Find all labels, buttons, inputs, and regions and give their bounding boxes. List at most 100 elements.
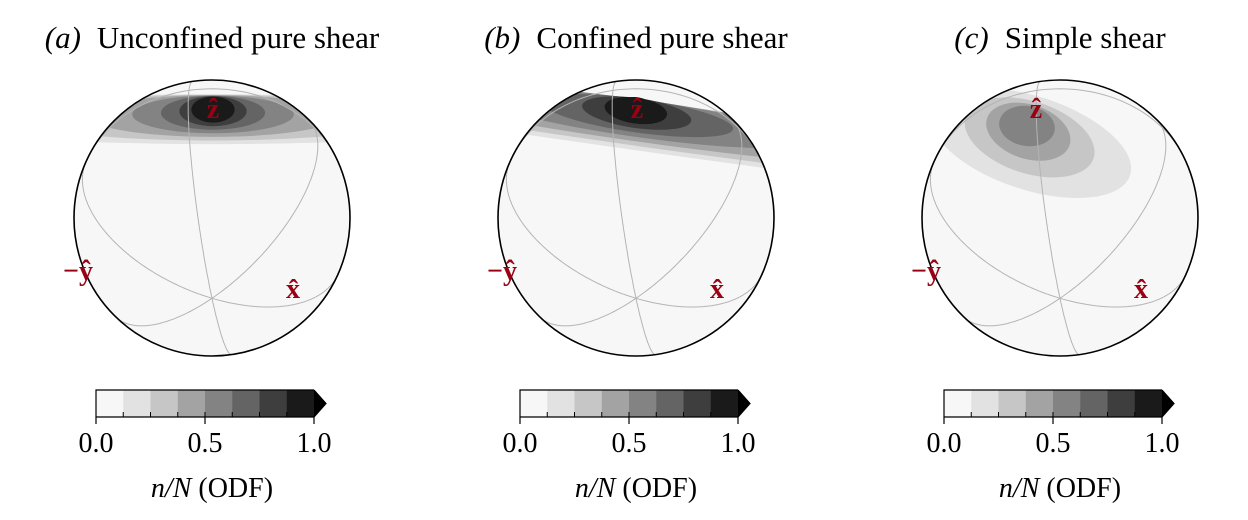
odf-contour-level: [617, 96, 653, 120]
sphere-grid: [81, 80, 339, 356]
colorbar-segment: [683, 390, 712, 417]
colorbar: [519, 389, 751, 424]
colorbar-segment: [1107, 390, 1136, 417]
latitude-line: [510, 88, 762, 161]
panel-b: (b) Confined pure shear ẑ −ŷ x̂ 0.0 0.5 1.0…: [424, 0, 848, 520]
colorbar-label-text: n/N (ODF): [574, 473, 698, 504]
axis-label-y: −ŷ: [487, 256, 517, 287]
latitude-line: [934, 88, 1186, 161]
panel-title-text: Unconfined pure shear: [96, 20, 380, 55]
colorbar-tick-label: 0.0: [502, 428, 538, 459]
panel-a: (a) Unconfined pure shear ẑ −ŷ x̂ 0.0 0.5 1…: [0, 0, 424, 520]
colorbar-tick-label: 0.5: [1035, 428, 1071, 459]
colorbar-segment: [1134, 390, 1163, 417]
panel-title-text: Confined pure shear: [536, 20, 788, 55]
meridian-line: [635, 118, 743, 299]
odf-sphere: ẑ −ŷ x̂: [911, 79, 1199, 357]
meridian-line: [635, 273, 763, 308]
colorbar-tick-label: 1.0: [1144, 428, 1180, 459]
axis-label-x: x̂: [710, 274, 724, 305]
colorbar-segment: [656, 390, 684, 417]
colorbar-segment: [286, 390, 315, 417]
colorbar-extend-arrow: [1162, 390, 1174, 417]
axis-label-y: −ŷ: [911, 256, 941, 287]
panel-title: (b) Confined pure shear: [424, 20, 848, 56]
meridian-line: [1059, 298, 1080, 356]
colorbar-tick-label: 1.0: [720, 428, 756, 459]
meridian-line: [211, 118, 319, 299]
sphere-outline: [73, 79, 351, 357]
colorbar-segment: [547, 390, 575, 417]
odf-sphere: ẑ −ŷ x̂: [63, 79, 351, 357]
colorbar-tick-label: 0.0: [78, 428, 114, 459]
panel-title-text: Simple shear: [1004, 20, 1166, 55]
meridian-line: [635, 298, 656, 356]
meridian-line: [211, 273, 339, 308]
colorbar-segment: [574, 390, 603, 417]
axis-label-z: ẑ: [207, 94, 219, 125]
sphere-background: [74, 80, 350, 356]
sphere-grid: [505, 80, 763, 356]
panel-letter: (b): [484, 20, 521, 55]
meridian-line: [187, 80, 213, 299]
meridian-line: [114, 297, 213, 327]
colorbar-tick-label: 0.5: [187, 428, 223, 459]
meridian-line: [505, 159, 637, 299]
panel-c: (c) Simple shear ẑ −ŷ x̂ 0.0 0.5 1.0 n/N (O…: [848, 0, 1248, 520]
meridian-line: [929, 159, 1061, 299]
colorbar-segment: [601, 390, 630, 417]
colorbar-segment: [150, 390, 179, 417]
colorbar-segment: [710, 390, 739, 417]
colorbar-segment: [998, 390, 1027, 417]
axis-label-z: ẑ: [631, 94, 643, 125]
colorbar-segment: [259, 390, 288, 417]
odf-contours: [930, 88, 1132, 199]
colorbar-segment: [629, 390, 657, 417]
panel-title: (c) Simple shear: [848, 20, 1248, 56]
colorbar-label: n/N (ODF): [848, 473, 1248, 505]
meridian-line: [611, 80, 637, 299]
colorbar-segment: [96, 390, 124, 417]
colorbar: [95, 389, 327, 424]
odf-contours: [498, 80, 774, 255]
meridian-line: [538, 297, 637, 327]
colorbar-extend-arrow: [738, 390, 750, 417]
colorbar-label: n/N (ODF): [424, 473, 848, 505]
colorbar-segment: [1025, 390, 1054, 417]
colorbar-extend-arrow: [314, 390, 326, 417]
sphere-grid: [929, 80, 1187, 356]
colorbar-label-text: n/N (ODF): [150, 473, 274, 504]
colorbar-segment: [1053, 390, 1081, 417]
axis-label-y: −ŷ: [63, 256, 93, 287]
sphere-outline: [921, 79, 1199, 357]
meridian-line: [81, 159, 213, 299]
colorbar-tick-label: 0.0: [926, 428, 962, 459]
colorbar-segment: [520, 390, 548, 417]
colorbar-segment: [123, 390, 151, 417]
axis-label-x: x̂: [286, 274, 300, 305]
colorbar-segment: [944, 390, 972, 417]
panel-title: (a) Unconfined pure shear: [0, 20, 424, 56]
colorbar-label-text: n/N (ODF): [998, 473, 1122, 504]
colorbar-segment: [971, 390, 999, 417]
colorbar-segment: [177, 390, 206, 417]
meridian-line: [1059, 273, 1187, 308]
panel-letter: (a): [44, 20, 81, 55]
colorbar-tick-label: 1.0: [296, 428, 332, 459]
odf-sphere: ẑ −ŷ x̂: [487, 79, 775, 357]
meridian-line: [962, 297, 1061, 327]
colorbar-segment: [205, 390, 233, 417]
colorbar-segment: [232, 390, 260, 417]
colorbar: [943, 389, 1175, 424]
meridian-line: [211, 298, 232, 356]
latitude-line: [86, 88, 338, 161]
odf-contour-level: [199, 97, 227, 119]
colorbar-tick-label: 0.5: [611, 428, 647, 459]
meridian-line: [1035, 80, 1061, 299]
sphere-outline: [497, 79, 775, 357]
colorbar-segment: [1080, 390, 1108, 417]
axis-label-z: ẑ: [1030, 94, 1042, 125]
axis-label-x: x̂: [1134, 274, 1148, 305]
odf-contour-level: [999, 105, 1055, 147]
panel-letter: (c): [954, 20, 989, 55]
